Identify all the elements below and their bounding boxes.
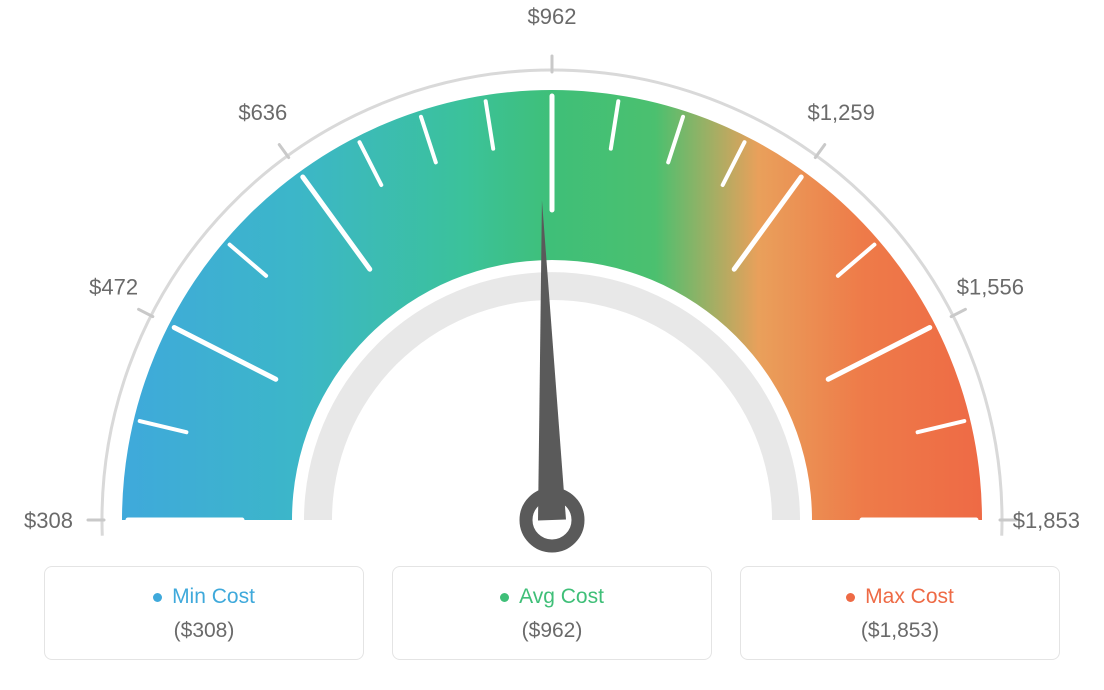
legend-title-text: Avg Cost <box>519 585 604 609</box>
dot-icon <box>500 593 509 602</box>
legend-row: Min Cost ($308) Avg Cost ($962) Max Cost… <box>0 566 1104 660</box>
cost-gauge: $308 $472 $636 $962 $1,259 $1,556 $1,853 <box>0 0 1104 560</box>
svg-text:$308: $308 <box>24 508 73 533</box>
dot-icon <box>153 593 162 602</box>
legend-title-avg: Avg Cost <box>500 585 604 609</box>
legend-card-min: Min Cost ($308) <box>44 566 364 660</box>
svg-text:$1,853: $1,853 <box>1013 508 1080 533</box>
svg-text:$636: $636 <box>238 100 287 125</box>
svg-text:$472: $472 <box>89 275 138 300</box>
dot-icon <box>846 593 855 602</box>
legend-value-min: ($308) <box>55 619 353 643</box>
legend-card-max: Max Cost ($1,853) <box>740 566 1060 660</box>
svg-text:$1,556: $1,556 <box>957 275 1024 300</box>
svg-text:$962: $962 <box>528 4 577 29</box>
legend-title-text: Max Cost <box>865 585 954 609</box>
legend-value-avg: ($962) <box>403 619 701 643</box>
gauge-svg: $308 $472 $636 $962 $1,259 $1,556 $1,853 <box>0 0 1104 560</box>
legend-title-max: Max Cost <box>846 585 954 609</box>
legend-title-min: Min Cost <box>153 585 255 609</box>
legend-card-avg: Avg Cost ($962) <box>392 566 712 660</box>
legend-value-max: ($1,853) <box>751 619 1049 643</box>
legend-title-text: Min Cost <box>172 585 255 609</box>
svg-text:$1,259: $1,259 <box>808 100 875 125</box>
